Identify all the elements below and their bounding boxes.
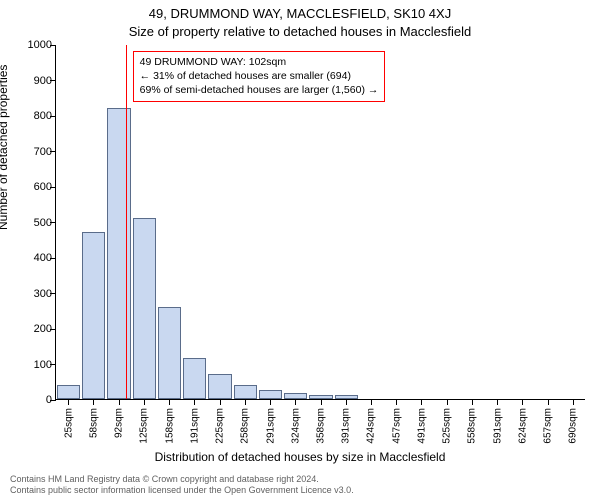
x-tick bbox=[270, 399, 271, 405]
y-tick-label: 200 bbox=[34, 323, 52, 335]
footer-line1: Contains HM Land Registry data © Crown c… bbox=[10, 474, 354, 485]
x-tick bbox=[522, 399, 523, 405]
x-tick bbox=[421, 399, 422, 405]
x-tick bbox=[396, 399, 397, 405]
x-tick-label: 558sqm bbox=[467, 408, 478, 444]
x-tick-label: 125sqm bbox=[139, 408, 150, 444]
y-tick-label: 500 bbox=[34, 217, 52, 229]
histogram-bar bbox=[133, 218, 156, 399]
chart-container: 49, DRUMMOND WAY, MACCLESFIELD, SK10 4XJ… bbox=[0, 0, 600, 500]
x-tick-label: 391sqm bbox=[341, 408, 352, 444]
x-tick-label: 457sqm bbox=[391, 408, 402, 444]
x-tick bbox=[220, 399, 221, 405]
x-tick bbox=[245, 399, 246, 405]
x-tick bbox=[194, 399, 195, 405]
x-tick-label: 591sqm bbox=[492, 408, 503, 444]
histogram-bar bbox=[234, 385, 257, 399]
x-tick bbox=[548, 399, 549, 405]
x-tick-label: 158sqm bbox=[164, 408, 175, 444]
x-tick-label: 191sqm bbox=[189, 408, 200, 444]
histogram-bar bbox=[183, 358, 206, 399]
y-tick-label: 900 bbox=[34, 75, 52, 87]
histogram-bar bbox=[208, 374, 231, 399]
x-tick-label: 690sqm bbox=[568, 408, 579, 444]
chart-address: 49, DRUMMOND WAY, MACCLESFIELD, SK10 4XJ bbox=[0, 6, 600, 21]
x-tick bbox=[93, 399, 94, 405]
histogram-bar bbox=[57, 385, 80, 399]
y-axis-label: Number of detached properties bbox=[0, 65, 10, 230]
x-tick bbox=[472, 399, 473, 405]
x-tick-label: 58sqm bbox=[88, 408, 99, 438]
y-tick-label: 400 bbox=[34, 252, 52, 264]
x-tick bbox=[321, 399, 322, 405]
x-tick bbox=[295, 399, 296, 405]
y-tick-label: 800 bbox=[34, 110, 52, 122]
property-marker-line bbox=[126, 45, 127, 399]
x-tick-label: 25sqm bbox=[63, 408, 74, 438]
chart-title: Size of property relative to detached ho… bbox=[0, 24, 600, 39]
footer-text: Contains HM Land Registry data © Crown c… bbox=[10, 474, 354, 496]
y-tick-label: 700 bbox=[34, 146, 52, 158]
annotation-line2: ← 31% of detached houses are smaller (69… bbox=[140, 69, 379, 83]
x-tick-label: 657sqm bbox=[543, 408, 554, 444]
x-tick-label: 225sqm bbox=[215, 408, 226, 444]
x-tick-label: 324sqm bbox=[290, 408, 301, 444]
y-tick-label: 300 bbox=[34, 288, 52, 300]
y-tick-label: 1000 bbox=[28, 39, 52, 51]
x-tick-label: 525sqm bbox=[442, 408, 453, 444]
x-tick-label: 258sqm bbox=[240, 408, 251, 444]
x-tick bbox=[371, 399, 372, 405]
plot-area: 49 DRUMMOND WAY: 102sqm ← 31% of detache… bbox=[55, 45, 585, 400]
x-tick bbox=[144, 399, 145, 405]
annotation-line1: 49 DRUMMOND WAY: 102sqm bbox=[140, 55, 379, 69]
annotation-box: 49 DRUMMOND WAY: 102sqm ← 31% of detache… bbox=[133, 51, 386, 102]
x-tick-label: 491sqm bbox=[416, 408, 427, 444]
x-axis-label: Distribution of detached houses by size … bbox=[0, 450, 600, 464]
x-tick bbox=[497, 399, 498, 405]
histogram-bar bbox=[259, 390, 282, 399]
x-tick-label: 92sqm bbox=[114, 408, 125, 438]
x-tick bbox=[68, 399, 69, 405]
footer-line2: Contains public sector information licen… bbox=[10, 485, 354, 496]
x-tick bbox=[346, 399, 347, 405]
histogram-bar bbox=[107, 108, 130, 399]
x-tick bbox=[447, 399, 448, 405]
x-tick-label: 358sqm bbox=[316, 408, 327, 444]
x-tick-label: 624sqm bbox=[517, 408, 528, 444]
x-tick bbox=[573, 399, 574, 405]
histogram-bar bbox=[82, 232, 105, 399]
x-tick-label: 291sqm bbox=[265, 408, 276, 444]
x-tick bbox=[169, 399, 170, 405]
x-tick bbox=[119, 399, 120, 405]
y-tick-label: 0 bbox=[46, 394, 52, 406]
x-tick-label: 424sqm bbox=[366, 408, 377, 444]
annotation-line3: 69% of semi-detached houses are larger (… bbox=[140, 83, 379, 97]
y-tick-label: 100 bbox=[34, 359, 52, 371]
histogram-bar bbox=[158, 307, 181, 399]
y-tick-label: 600 bbox=[34, 181, 52, 193]
